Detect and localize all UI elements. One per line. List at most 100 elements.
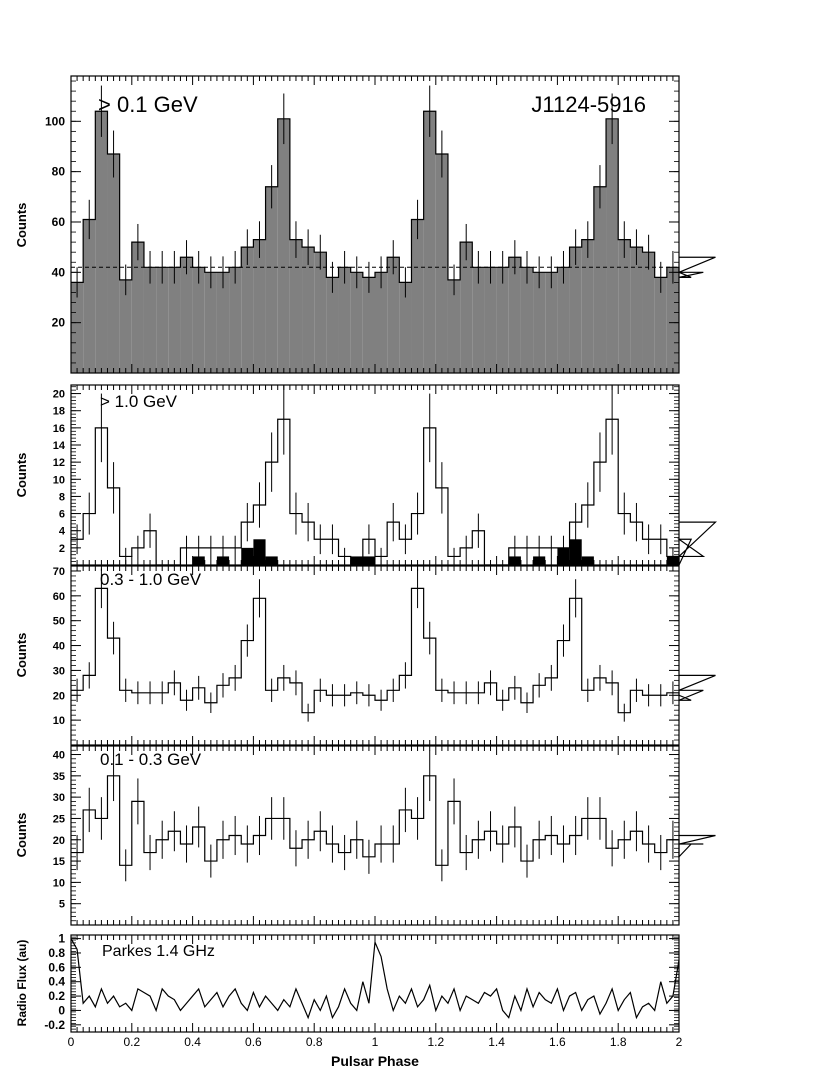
y-tick-label: 60: [52, 215, 66, 229]
y-tick-label: 10: [53, 715, 65, 727]
y-tick-label: 5: [59, 899, 65, 911]
y-tick-label: 18: [53, 406, 65, 418]
histogram-bin-fill: [654, 277, 667, 373]
x-tick-label: 1.6: [549, 1035, 566, 1049]
panel-above-1-0-gev: 2 4 6 8 10 12 14 16 18 20: [53, 384, 717, 566]
histogram-outline: [71, 775, 716, 866]
histogram-bin-fill: [71, 282, 84, 373]
high-energy-photon-bin: [569, 539, 582, 565]
histogram-bin-fill: [533, 272, 546, 373]
histogram-bin-fill: [302, 247, 315, 373]
histogram-bin-fill: [399, 282, 412, 373]
x-tick-label: 1.8: [610, 1035, 627, 1049]
y-tick-label: 40: [53, 750, 65, 762]
histogram-bin-fill: [253, 239, 266, 373]
histogram-bin-fill: [435, 154, 448, 373]
histogram-bin-fill: [447, 279, 461, 373]
histogram-bin-fill: [180, 257, 193, 373]
y-tick-label: 10: [53, 877, 65, 889]
histogram-bin-fill: [289, 239, 303, 373]
x-tick-label: 1: [372, 1035, 379, 1049]
histogram-bin-fill: [350, 272, 363, 373]
histogram-bin-fill: [204, 272, 217, 373]
y-tick-label: 6: [59, 509, 65, 521]
panel-label: Parkes 1.4 GHz: [102, 943, 215, 960]
histogram-bin-fill: [520, 267, 534, 373]
histogram-bin-fill: [119, 279, 132, 373]
panel-frame: [70, 565, 680, 746]
y-tick-label: 60: [53, 591, 65, 603]
histogram-bin-fill: [131, 242, 144, 373]
y-axis-label: Counts: [14, 633, 29, 678]
histogram-bin-fill: [581, 239, 594, 373]
histogram-bin-fill: [387, 257, 400, 373]
y-tick-label: 12: [53, 457, 65, 469]
histogram-bin-fill: [83, 219, 96, 373]
panel-parkes-radio: -0.200.20.40.60.810 0.2 0.4 0.6 0.8 1 1.2 1.4 1.…: [44, 932, 682, 1049]
y-tick-label: 20: [53, 835, 65, 847]
x-tick-label: 0: [68, 1035, 75, 1049]
y-tick-label: 15: [53, 856, 65, 868]
high-energy-photon-bin: [253, 539, 266, 565]
y-tick-label: 4: [59, 526, 66, 538]
high-energy-photon-bin: [241, 547, 254, 565]
y-tick-label: 0.2: [48, 989, 65, 1003]
histogram-bin-fill: [156, 267, 169, 373]
x-tick-label: 1.2: [427, 1035, 444, 1049]
x-tick-label: 1.4: [488, 1035, 505, 1049]
histogram-bin-fill: [484, 267, 497, 373]
y-tick-label: 20: [52, 316, 66, 330]
histogram-bin-fill: [557, 267, 570, 373]
histogram-bin-fill: [107, 154, 120, 373]
y-tick-label: 100: [45, 114, 65, 128]
histogram-bin-fill: [375, 272, 388, 373]
histogram-bin-fill: [277, 118, 290, 373]
y-tick-label: 40: [52, 265, 66, 279]
panel-label: > 1.0 GeV: [100, 392, 178, 411]
y-tick-label: 30: [53, 665, 65, 677]
y-tick-label: 30: [53, 792, 65, 804]
histogram-outline: [71, 418, 717, 566]
histogram-bin-fill: [362, 277, 375, 373]
histogram-bin-fill: [338, 267, 351, 373]
y-tick-label: 8: [59, 491, 65, 503]
y-tick-label: 20: [53, 389, 65, 401]
y-tick-label: 16: [53, 423, 65, 435]
y-tick-label: 35: [53, 771, 65, 783]
histogram-bin-fill: [593, 186, 607, 373]
y-tick-label: 50: [53, 616, 65, 628]
y-axis-label: Counts: [14, 813, 29, 858]
histogram-bin-fill: [423, 111, 436, 373]
y-tick-label: 0.4: [48, 975, 65, 989]
y-tick-label: 0.8: [48, 946, 65, 960]
y-axis-label: Radio Flux (au): [15, 940, 29, 1027]
y-tick-label: 80: [52, 165, 66, 179]
histogram-outline: [71, 110, 716, 283]
histogram-bin-fill: [192, 267, 205, 373]
panel-label: > 0.1 GeV: [98, 92, 198, 117]
y-tick-label: 20: [53, 690, 65, 702]
y-tick-label: 1: [58, 932, 65, 946]
histogram-bin-fill: [95, 111, 108, 373]
y-axis-label: Counts: [14, 203, 29, 248]
x-tick-label: 0.4: [184, 1035, 201, 1049]
x-tick-label: 2: [676, 1035, 683, 1049]
histogram-bin-fill: [216, 272, 230, 373]
x-axis-label: Pulsar Phase: [331, 1053, 419, 1069]
panel-0-1-to-0-3-gev: 5 10 15 20 25 30 35 40: [53, 745, 716, 926]
y-tick-label: 14: [53, 440, 66, 452]
source-label: J1124-5916: [531, 92, 646, 117]
panel-frame: [70, 384, 680, 566]
panel-above-0-1-gev: 20 40 60 80 100: [45, 75, 716, 374]
histogram-bin-fill: [143, 267, 157, 373]
histogram-bin-fill: [642, 252, 655, 373]
y-axis-label: Counts: [14, 453, 29, 498]
histogram-bin-fill: [618, 239, 631, 373]
histogram-bin-fill: [460, 242, 473, 373]
histogram-bin-fill: [229, 267, 242, 373]
histogram-bin-fill: [496, 267, 509, 373]
x-tick-label: 0.2: [123, 1035, 140, 1049]
y-tick-label: -0.2: [44, 1018, 65, 1032]
histogram-bin-fill: [168, 267, 181, 373]
